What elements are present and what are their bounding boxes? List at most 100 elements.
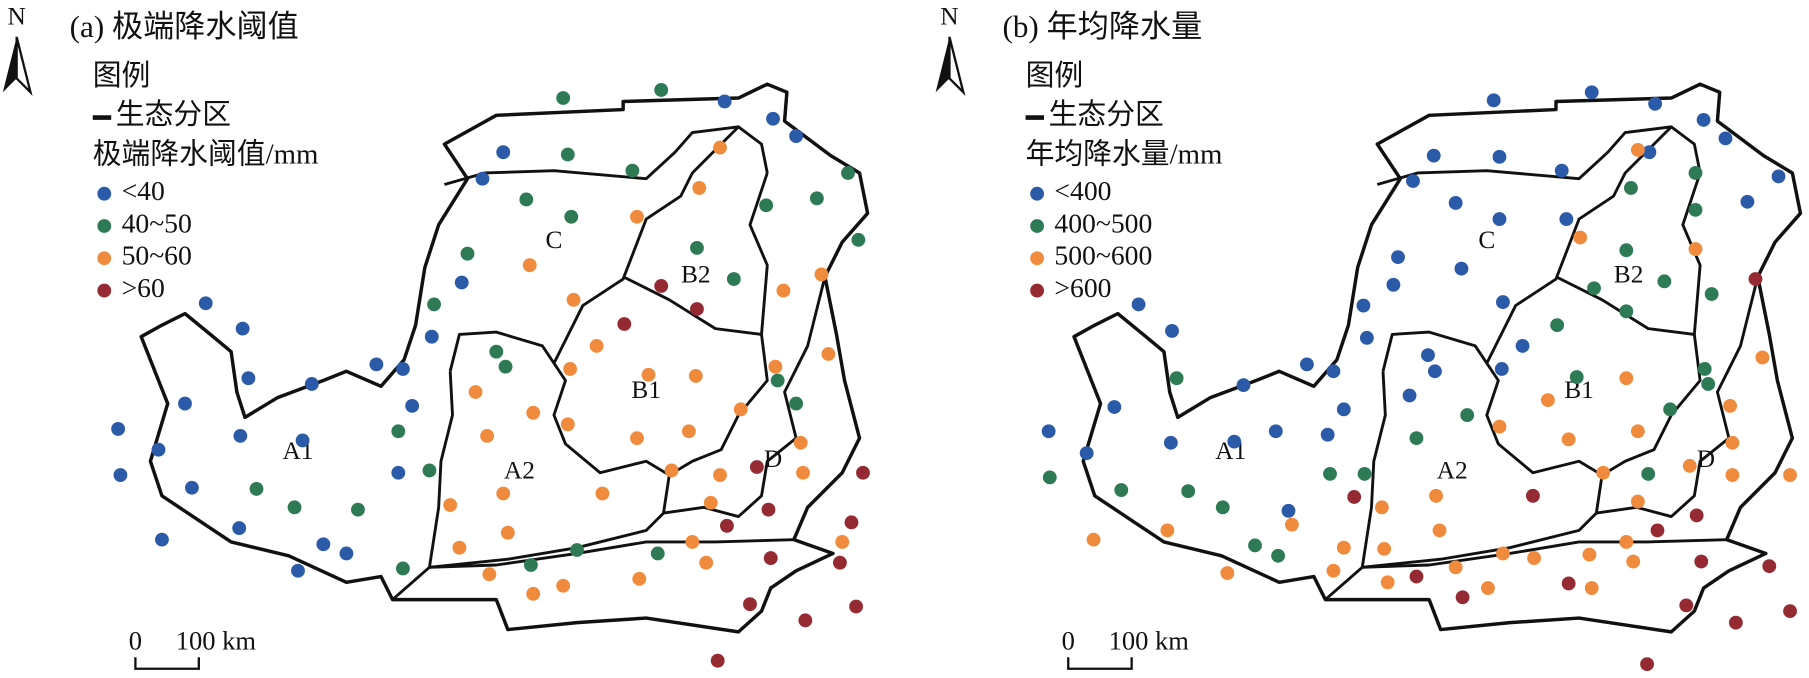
station-dot — [1432, 523, 1447, 538]
station-dot — [1755, 350, 1770, 365]
station-dot — [460, 246, 475, 261]
station-dot — [654, 279, 669, 293]
legend-heading: 极端降水阈值/mm — [93, 138, 319, 170]
station-dot — [793, 435, 808, 450]
station-dot — [523, 558, 538, 572]
station-dot — [1107, 400, 1122, 414]
station-dot — [759, 198, 774, 213]
station-dot — [650, 546, 665, 561]
station-dot — [1169, 371, 1184, 386]
station-dot — [1783, 604, 1797, 619]
station-dot — [688, 368, 703, 383]
station-dot — [452, 540, 467, 555]
station-dot — [1688, 242, 1703, 256]
legend-swatch — [1030, 251, 1045, 266]
station-dot — [111, 422, 126, 436]
zone-label: A2 — [504, 457, 535, 485]
station-dot — [396, 561, 410, 576]
station-dot — [1426, 148, 1441, 163]
station-dot — [1689, 508, 1704, 523]
station-dot — [454, 275, 469, 290]
station-dot — [1569, 370, 1584, 384]
station-dot — [151, 442, 166, 457]
station-dot — [1561, 432, 1576, 447]
station-dot — [699, 555, 714, 570]
station-dot — [1584, 85, 1599, 100]
station-dot — [1386, 277, 1401, 292]
zone-boundary — [663, 276, 827, 519]
station-dot — [1448, 196, 1463, 210]
scale-zero: 0 — [129, 626, 142, 656]
zone-label: B2 — [1614, 261, 1644, 289]
station-dot — [1268, 424, 1283, 439]
panel-title: (a) 极端降水阈值 — [70, 9, 299, 44]
zone-boundary — [552, 125, 769, 364]
legend-item: <40 — [122, 175, 165, 206]
station-dot — [589, 339, 604, 353]
station-dot — [1326, 563, 1341, 578]
station-dot — [1526, 488, 1540, 503]
station-dot — [1486, 93, 1501, 108]
station-dot — [841, 166, 855, 180]
station-dot — [1626, 554, 1641, 569]
station-dot — [232, 521, 247, 536]
station-dot — [500, 525, 515, 540]
station-dot — [564, 209, 579, 224]
station-dot — [809, 191, 824, 206]
station-dot — [339, 546, 354, 561]
station-dot — [566, 292, 581, 307]
station-dot — [617, 317, 632, 331]
station-dot — [1696, 113, 1711, 127]
legend-swatch — [97, 219, 112, 233]
station-dot — [475, 171, 490, 186]
station-dot — [1165, 324, 1179, 338]
zone-boundary — [1485, 125, 1702, 364]
region-outline — [1072, 82, 1803, 634]
station-dot — [713, 140, 727, 155]
station-dot — [422, 463, 437, 478]
station-dot — [391, 465, 406, 480]
legend-swatch — [1030, 219, 1045, 233]
station-dot — [726, 272, 741, 286]
station-dot — [630, 431, 644, 446]
scale-label: 100 km — [1109, 626, 1190, 656]
legend-title: 图例 — [93, 60, 151, 92]
station-dot — [496, 486, 511, 501]
station-dot — [1554, 163, 1569, 178]
station-dot — [1561, 576, 1576, 591]
station-dot — [570, 543, 584, 557]
station-dot — [556, 578, 571, 593]
legend-swatch — [97, 186, 112, 201]
station-dot — [1181, 484, 1196, 499]
station-dot — [396, 362, 410, 376]
station-dot — [851, 232, 866, 247]
station-dot — [835, 535, 850, 549]
north-arrow-half — [15, 36, 33, 97]
station-dot — [1688, 166, 1703, 180]
station-dot — [733, 402, 748, 417]
station-dot — [703, 495, 718, 510]
station-dot — [1682, 458, 1697, 473]
station-dot — [468, 385, 483, 399]
zone-label: C — [546, 226, 563, 254]
station-dot — [776, 283, 791, 298]
station-dot — [796, 465, 810, 480]
station-dot — [1587, 281, 1601, 296]
station-dot — [1762, 559, 1777, 574]
station-dot — [316, 537, 331, 552]
station-dot — [1527, 551, 1541, 565]
station-dot — [821, 347, 836, 361]
station-dot — [1619, 304, 1634, 319]
station-dot — [1630, 142, 1645, 157]
north-label: N — [7, 2, 25, 30]
station-dot — [369, 357, 384, 372]
station-dot — [1704, 287, 1719, 301]
legend-item: 50~60 — [122, 240, 192, 271]
zone-boundary — [668, 334, 769, 477]
station-dot — [351, 502, 365, 517]
station-dot — [1320, 427, 1335, 442]
legend-item: >60 — [122, 272, 165, 303]
station-dot — [304, 377, 319, 391]
